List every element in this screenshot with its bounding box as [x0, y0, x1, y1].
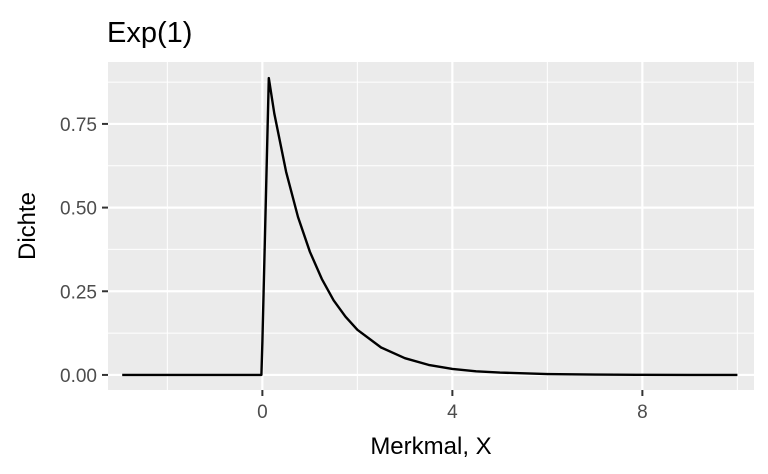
x-axis-label: Merkmal, X — [370, 433, 491, 460]
plot-panel — [108, 62, 754, 390]
y-tick-label: 0.75 — [60, 115, 97, 136]
x-tick-label: 0 — [257, 402, 268, 423]
y-tick-label: 0.00 — [60, 366, 97, 387]
x-tick-label: 4 — [447, 402, 458, 423]
y-axis-label: Dichte — [14, 192, 41, 260]
chart-title: Exp(1) — [107, 17, 192, 49]
x-tick-label: 8 — [637, 402, 648, 423]
minor-grid — [108, 62, 754, 390]
y-axis: 0.00 0.25 0.50 0.75 — [60, 115, 108, 387]
y-tick-label: 0.25 — [60, 282, 97, 303]
y-tick-label: 0.50 — [60, 199, 97, 220]
density-line — [122, 76, 738, 377]
x-axis: 0 4 8 — [257, 390, 648, 423]
density-series — [122, 76, 738, 377]
